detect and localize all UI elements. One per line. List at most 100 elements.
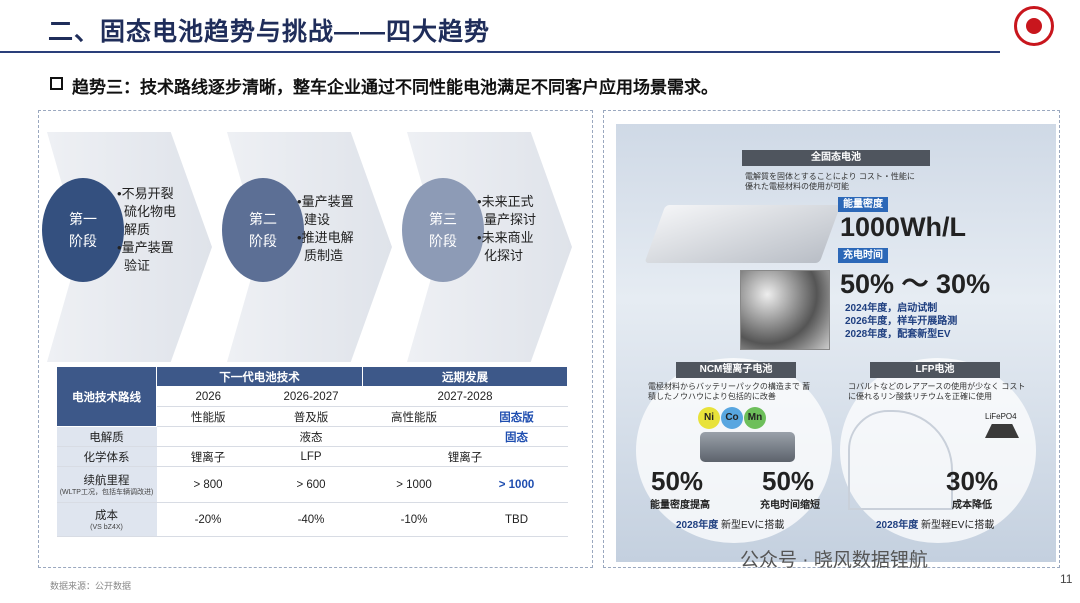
lfp-launch: 2028年度 新型軽EVに搭載 bbox=[876, 516, 994, 531]
stat-label: 充电时间缩短 bbox=[760, 500, 820, 511]
panel-desc: 電極材料からバッテリーパックの構造まで 蓄積したノウハウにより包括的に改善 bbox=[648, 382, 811, 401]
row-note: (VS bZ4X) bbox=[90, 524, 123, 531]
stat-value: 50% bbox=[762, 466, 815, 496]
launch-note: 新型EVに搭載 bbox=[721, 520, 785, 531]
element: Co bbox=[721, 407, 743, 429]
logo bbox=[1014, 6, 1054, 46]
bullet: 未来正式量产探讨 bbox=[477, 193, 545, 229]
year-cell: 2027-2028 bbox=[362, 386, 568, 407]
launch-note: 新型軽EVに搭載 bbox=[921, 520, 995, 531]
cell: -40% bbox=[259, 502, 363, 537]
stat-value: 30% bbox=[946, 466, 999, 496]
stat-label: 成本降低 bbox=[952, 500, 992, 511]
table-row: 性能版 普及版 高性能版 固态版 bbox=[57, 406, 568, 427]
timeline-item: 2026年度，样车开展路测 bbox=[845, 316, 958, 327]
year-cell: 2026-2027 bbox=[259, 386, 363, 407]
panel-desc: コバルトなどのレアアースの使用が少なく コストに優れるリン酸鉄リチウムを正確に使… bbox=[848, 382, 1026, 401]
version-cell: 性能版 bbox=[156, 406, 260, 427]
table-row: 成本 (VS bZ4X) -20% -40% -10% TBD bbox=[56, 502, 568, 537]
bullet: 不易开裂硫化物电解质 bbox=[117, 185, 185, 239]
stage-badge: 第一 阶段 bbox=[42, 178, 124, 282]
panel-desc: 電解質を固体とすることにより コスト・性能に優れた電極材料の使用が可能 bbox=[745, 172, 915, 191]
micrograph bbox=[740, 270, 830, 350]
cell: > 600 bbox=[259, 466, 363, 503]
metric-value: 1000Wh/L bbox=[840, 212, 967, 242]
battery-cell bbox=[644, 205, 841, 263]
element: Ni bbox=[698, 407, 720, 429]
cell: LFP bbox=[259, 446, 363, 467]
version-cell: 固态版 bbox=[465, 406, 568, 427]
panel-banner: LFP电池 bbox=[870, 362, 1000, 378]
timeline-item: 2024年度，启动试制 bbox=[845, 303, 938, 314]
row-label-text: 成本 bbox=[95, 510, 118, 522]
metric-label: 能量密度 bbox=[838, 197, 888, 212]
metric-value: 50% ～ 30% bbox=[840, 269, 991, 299]
panel-banner: NCM锂离子电池 bbox=[676, 362, 796, 378]
table-row: 2026 2026-2027 2027-2028 bbox=[57, 386, 568, 407]
row-label-text: 续航里程 bbox=[83, 475, 130, 487]
row-label: 成本 (VS bZ4X) bbox=[56, 502, 157, 537]
year-cell: 2026 bbox=[156, 386, 260, 407]
bullet: 推进电解质制造 bbox=[297, 229, 365, 265]
stage-badge: 第二 阶段 bbox=[222, 178, 304, 282]
row-label: 化学体系 bbox=[56, 446, 157, 467]
cell: 锂离子 bbox=[156, 446, 260, 467]
car-outline bbox=[848, 410, 953, 510]
timeline-item: 2028年度，配套新型EV bbox=[845, 329, 951, 340]
bullet: 量产装置验证 bbox=[117, 239, 185, 275]
stage-label: 第三 bbox=[429, 211, 457, 227]
table-corner: 电池技术路线 bbox=[56, 366, 157, 427]
stage-label: 阶段 bbox=[429, 233, 457, 249]
stage-bullets: 不易开裂硫化物电解质量产装置验证 bbox=[117, 185, 185, 275]
stage-label: 阶段 bbox=[69, 233, 97, 249]
stage-badge: 第三 阶段 bbox=[402, 178, 484, 282]
cell: 锂离子 bbox=[362, 446, 568, 467]
version-cell: 高性能版 bbox=[362, 406, 466, 427]
stage-label: 第一 bbox=[69, 211, 97, 227]
watermark: 公众号 · 晓风数据锂航 bbox=[740, 550, 928, 571]
launch-year: 2028年度 bbox=[676, 520, 719, 531]
logo-core bbox=[1026, 18, 1042, 34]
subtitle: 趋势三：技术路线逐步清晰，整车企业通过不同性能电池满足不同客户应用场景需求。 bbox=[72, 78, 718, 97]
metric-label: 充电时间 bbox=[838, 248, 888, 263]
cell: -20% bbox=[156, 502, 260, 537]
title-rule bbox=[0, 51, 1000, 53]
launch-year: 2028年度 bbox=[876, 520, 919, 531]
battery-pack bbox=[700, 432, 795, 462]
table-row: 续航里程 (WLTP工况，包括车辆调改进) > 800 > 600 > 1000 … bbox=[56, 466, 568, 503]
cell: 液态 bbox=[156, 426, 466, 447]
bullet: 未来商业化探讨 bbox=[477, 229, 545, 265]
element: Mn bbox=[744, 407, 766, 429]
ncm-launch: 2028年度 新型EVに搭載 bbox=[676, 516, 784, 531]
table-row: 化学体系 锂离子 LFP 锂离子 bbox=[56, 446, 568, 467]
group-header: 下一代电池技术 bbox=[156, 366, 363, 387]
page-number: 11 bbox=[1060, 572, 1073, 586]
row-label: 电解质 bbox=[56, 426, 157, 447]
group-header: 远期发展 bbox=[362, 366, 568, 387]
bullet: 量产装置建设 bbox=[297, 193, 365, 229]
lfp-sample bbox=[985, 424, 1019, 438]
chem-label: LiFePO4 bbox=[985, 412, 1017, 421]
cell: TBD bbox=[465, 502, 568, 537]
slide-title: 二、固态电池趋势与挑战——四大趋势 bbox=[48, 18, 491, 46]
right-frame bbox=[603, 110, 1060, 568]
stat-label: 能量密度提高 bbox=[650, 500, 710, 511]
table-row: 电池技术路线 下一代电池技术 远期发展 bbox=[56, 366, 568, 427]
stage-label: 第二 bbox=[249, 211, 277, 227]
roadmap-table: 电池技术路线 下一代电池技术 远期发展 2026 2026-2027 2027-… bbox=[56, 366, 568, 537]
row-label: 续航里程 (WLTP工况，包括车辆调改进) bbox=[56, 466, 157, 503]
left-frame bbox=[38, 110, 593, 568]
row-note: (WLTP工况，包括车辆调改进) bbox=[59, 489, 154, 496]
cell: > 1000 bbox=[362, 466, 466, 503]
stat-value: 50% bbox=[651, 466, 704, 496]
cell: 固态 bbox=[465, 426, 568, 447]
cell: > 800 bbox=[156, 466, 260, 503]
cell: -10% bbox=[362, 502, 466, 537]
cell: > 1000 bbox=[465, 466, 568, 503]
version-cell: 普及版 bbox=[259, 406, 363, 427]
source: 数据来源：公开数据 bbox=[50, 581, 132, 591]
panel-banner: 全固态电池 bbox=[742, 150, 930, 166]
table-row: 电解质 液态 固态 bbox=[56, 426, 568, 447]
